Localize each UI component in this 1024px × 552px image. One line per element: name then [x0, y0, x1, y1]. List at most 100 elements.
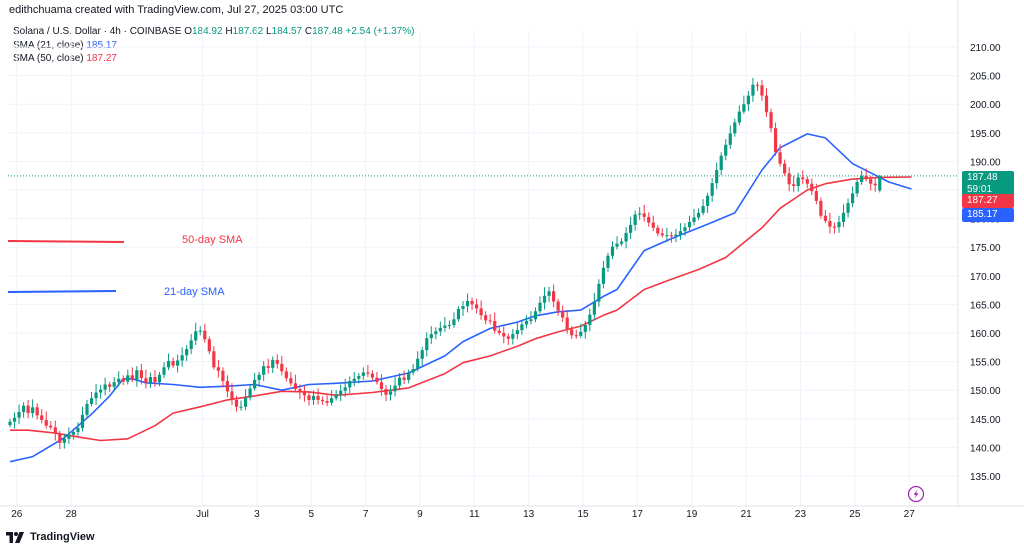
candle-body: [234, 399, 239, 407]
y-tick-label: 145.00: [970, 415, 1001, 426]
candle-body: [647, 216, 651, 223]
sma21-legend[interactable]: SMA (21, close) 185.17: [13, 40, 117, 51]
candle-body: [841, 212, 846, 223]
candle-body: [58, 433, 62, 443]
candle-body: [701, 206, 705, 213]
candle-body: [198, 330, 202, 332]
candle-body: [819, 200, 823, 216]
y-tick-label: 160.00: [970, 329, 1001, 340]
candle-body: [561, 310, 565, 318]
candle-body: [253, 379, 257, 389]
candle-body: [320, 399, 325, 402]
candle-body: [638, 213, 642, 215]
candle-body: [456, 308, 461, 320]
price-axis[interactable]: 135.00 140.00 145.00 150.00 155.00 160.00 165.…: [970, 43, 1001, 483]
candle-body: [26, 405, 30, 414]
candle-body: [787, 173, 791, 185]
time-axis[interactable]: 26 28 Jul 3 5 7 9 11 13 15 17 19 21 23 25 27: [11, 509, 915, 520]
candle-body: [651, 222, 655, 228]
candle-body: [465, 300, 470, 307]
candle-body: [828, 220, 832, 227]
candle-body: [225, 381, 230, 392]
candle-body: [302, 392, 307, 396]
y-tick-label: 155.00: [970, 358, 1001, 369]
candle-body: [461, 306, 465, 309]
candle-body: [343, 387, 347, 391]
sma50-legend-value: 187.27: [86, 53, 117, 64]
x-tick-label: 23: [795, 509, 807, 520]
candle-body: [502, 333, 506, 337]
candle-body: [17, 411, 21, 418]
candle-body: [660, 233, 664, 236]
sma21-annotation-label: 21-day SMA: [164, 286, 225, 298]
close-value: 187.48: [312, 26, 343, 37]
candle-body: [493, 320, 497, 331]
candle-body: [538, 302, 542, 312]
grid: [0, 0, 1024, 507]
candle-body: [869, 179, 873, 184]
candle-body: [692, 217, 696, 223]
lightning-icon[interactable]: [907, 485, 925, 503]
candle-body: [533, 311, 538, 320]
candle-body: [221, 370, 225, 382]
candle-body: [706, 195, 710, 207]
candle-body: [764, 95, 769, 113]
candle-body: [375, 377, 379, 383]
candle-body: [565, 317, 569, 330]
candle-body: [130, 375, 134, 380]
candle-body: [407, 372, 411, 380]
candle-body: [737, 111, 741, 123]
x-tick-label: 15: [577, 509, 589, 520]
candle-body: [388, 391, 393, 395]
sma21-price-tag: 185.17: [962, 208, 1014, 222]
candle-body: [592, 301, 596, 315]
candle-body: [715, 169, 719, 184]
candle-body: [792, 184, 796, 186]
sma21-legend-label: SMA (21, close): [13, 40, 84, 51]
low-label: L: [265, 26, 272, 37]
tradingview-brand[interactable]: TradingView: [6, 531, 95, 543]
candle-body: [420, 350, 424, 359]
candle-body: [425, 338, 429, 351]
candle-body: [769, 112, 773, 129]
candle-body: [452, 319, 456, 325]
open-label: O: [184, 26, 192, 37]
candle-body: [135, 370, 139, 380]
candle-body: [479, 308, 483, 316]
candle-body: [669, 235, 673, 237]
candle-body: [12, 417, 17, 422]
candle-body: [497, 330, 501, 333]
candle-body: [411, 369, 415, 373]
x-tick-label: 3: [254, 509, 260, 520]
candle-body: [298, 389, 302, 393]
candle-body: [271, 359, 275, 368]
candle-body: [814, 191, 818, 201]
candle-body: [171, 361, 175, 366]
candle-body: [488, 320, 492, 322]
candle-body: [176, 360, 180, 366]
candle-body: [284, 371, 288, 379]
sma50-annotation-label: 50-day SMA: [182, 234, 243, 246]
candle-body: [447, 324, 452, 326]
candle-body: [108, 384, 112, 387]
y-tick-label: 190.00: [970, 157, 1001, 168]
candle-body: [583, 324, 587, 332]
high-value: 187.62: [232, 26, 264, 37]
candle-body: [366, 372, 370, 374]
x-tick-label: 25: [849, 509, 861, 520]
x-tick-label: Jul: [196, 509, 209, 520]
candle-body: [194, 331, 198, 341]
candle-body: [144, 378, 148, 383]
sma50-line-group: [10, 176, 912, 442]
y-tick-label: 175.00: [970, 243, 1001, 254]
candle-body: [212, 351, 216, 368]
sma21-line: [9, 133, 912, 463]
candle-body: [629, 224, 633, 233]
candle-body: [855, 181, 859, 194]
sma50-legend[interactable]: SMA (50, close) 187.27: [13, 53, 117, 64]
candle-body: [674, 234, 678, 237]
candle-body: [678, 231, 683, 235]
candle-body: [379, 382, 384, 390]
symbol-name[interactable]: Solana / U.S. Dollar · 4h · COINBASE: [13, 26, 182, 37]
